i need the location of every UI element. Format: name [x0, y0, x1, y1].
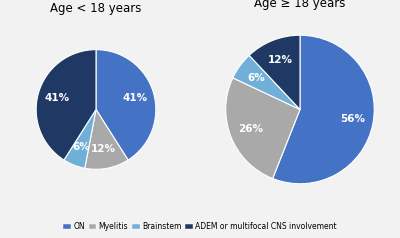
Text: 12%: 12% [268, 55, 293, 65]
Text: 41%: 41% [122, 93, 148, 103]
Wedge shape [85, 109, 128, 169]
Wedge shape [96, 50, 156, 160]
Legend: ON, Myelitis, Brainstem, ADEM or multifocal CNS involvement: ON, Myelitis, Brainstem, ADEM or multifo… [60, 219, 340, 234]
Text: 56%: 56% [340, 114, 365, 124]
Title: Age < 18 years: Age < 18 years [50, 2, 142, 15]
Wedge shape [233, 55, 300, 109]
Wedge shape [36, 50, 96, 160]
Text: 12%: 12% [91, 144, 116, 154]
Wedge shape [64, 109, 96, 168]
Wedge shape [273, 35, 374, 184]
Text: 6%: 6% [72, 142, 90, 152]
Text: 26%: 26% [238, 124, 263, 134]
Text: 6%: 6% [248, 73, 266, 83]
Wedge shape [226, 78, 300, 178]
Wedge shape [249, 35, 300, 109]
Text: 41%: 41% [44, 93, 70, 103]
Title: Age ≥ 18 years: Age ≥ 18 years [254, 0, 346, 10]
